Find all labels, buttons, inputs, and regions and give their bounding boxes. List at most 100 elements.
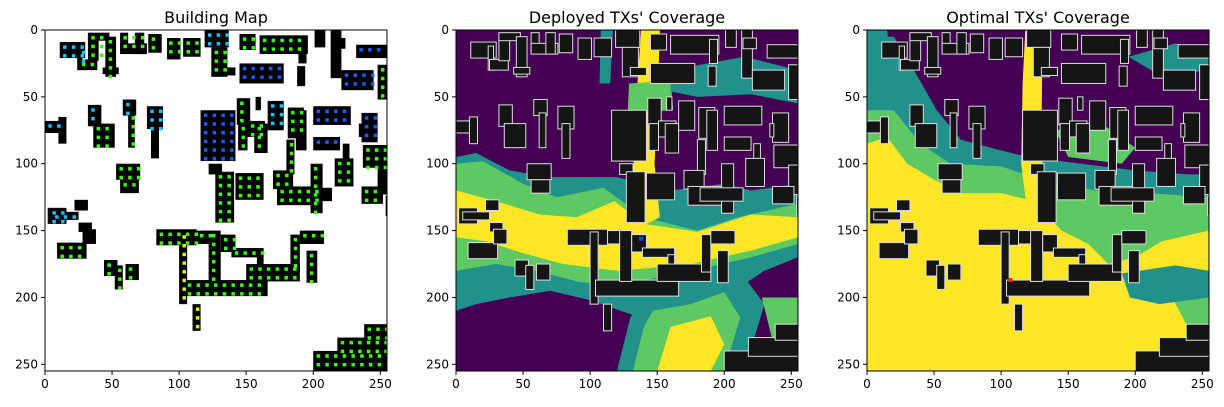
window-marker [211,233,216,238]
window-marker [316,118,321,122]
window-marker [279,121,284,126]
building-83 [1067,263,1123,282]
window-marker [207,42,212,46]
window-marker [118,268,122,273]
window-marker [299,110,304,115]
window-marker [293,237,298,242]
window-marker [291,128,295,132]
building-23 [1118,65,1128,87]
window-marker [195,50,199,54]
window-marker [99,44,104,49]
building-31 [914,123,938,149]
window-marker [221,157,225,161]
building-20 [330,30,342,79]
window-marker [96,135,101,140]
window-marker [223,59,227,63]
window-marker [71,54,76,58]
window-marker [346,161,351,166]
window-marker [380,76,385,81]
building-9 [530,42,559,55]
window-marker [276,182,280,186]
window-marker [61,211,65,215]
chart-title: Deployed TXs' Coverage [529,8,725,27]
window-marker [169,50,173,54]
building-38 [485,199,500,212]
window-marker [238,176,243,180]
y-tick-label: 250 [15,357,38,371]
building-33 [538,112,547,149]
window-marker [212,139,217,144]
window-marker [266,267,271,271]
building-25 [1177,44,1209,59]
window-marker [257,283,262,287]
window-marker [299,119,304,124]
window-marker [284,276,288,280]
building-27 [788,64,798,101]
window-marker [374,148,379,152]
window-marker [366,340,371,345]
window-marker [221,139,225,144]
window-marker [289,189,293,194]
building-50 [1107,139,1117,175]
window-marker [289,38,293,43]
coverage-region-7 [1121,265,1209,305]
window-marker [211,251,216,255]
window-marker [128,276,133,280]
building-29 [879,116,889,145]
x-tick-label: 200 [713,377,736,391]
window-marker [105,144,109,148]
building-7 [924,66,942,75]
window-marker [159,109,163,114]
window-marker [132,44,136,49]
window-marker [186,50,190,54]
building-31 [503,123,527,149]
building-12 [167,38,181,60]
window-marker [325,109,329,114]
window-marker [262,38,267,43]
building-89 [1185,323,1209,341]
building-81 [1052,247,1087,258]
building-38 [896,199,911,212]
window-marker [241,135,245,140]
window-marker [177,50,182,54]
window-marker [128,175,132,180]
window-marker [227,183,231,188]
window-marker [289,160,294,164]
window-marker [241,126,245,131]
window-marker [131,133,135,138]
window-marker [285,173,289,178]
window-marker [61,219,65,224]
plot-area [867,30,1209,371]
building-10 [956,32,967,55]
window-marker [151,46,156,50]
building-46 [666,96,673,111]
window-marker [126,111,130,116]
window-marker [57,124,61,128]
building-76 [594,279,680,297]
window-marker [289,142,294,147]
building-79 [208,230,221,282]
window-marker [195,307,200,311]
window-marker [374,157,379,161]
window-marker [214,50,219,55]
window-marker [275,267,280,271]
window-marker [222,292,227,296]
window-marker [80,54,85,58]
building-52 [1134,136,1163,151]
building-65 [361,186,383,204]
building-7 [102,67,119,75]
building-8 [120,32,129,52]
window-marker [309,262,314,267]
window-marker [150,118,154,122]
building-12 [577,37,592,60]
window-marker [325,118,329,122]
x-tick-label: 50 [926,377,941,391]
window-marker [325,140,329,144]
window-marker [230,130,234,135]
window-marker [221,122,225,126]
chart-title: Optimal TXs' Coverage [946,8,1130,27]
building-86 [306,250,318,283]
window-marker [69,254,73,259]
window-marker [212,122,217,126]
